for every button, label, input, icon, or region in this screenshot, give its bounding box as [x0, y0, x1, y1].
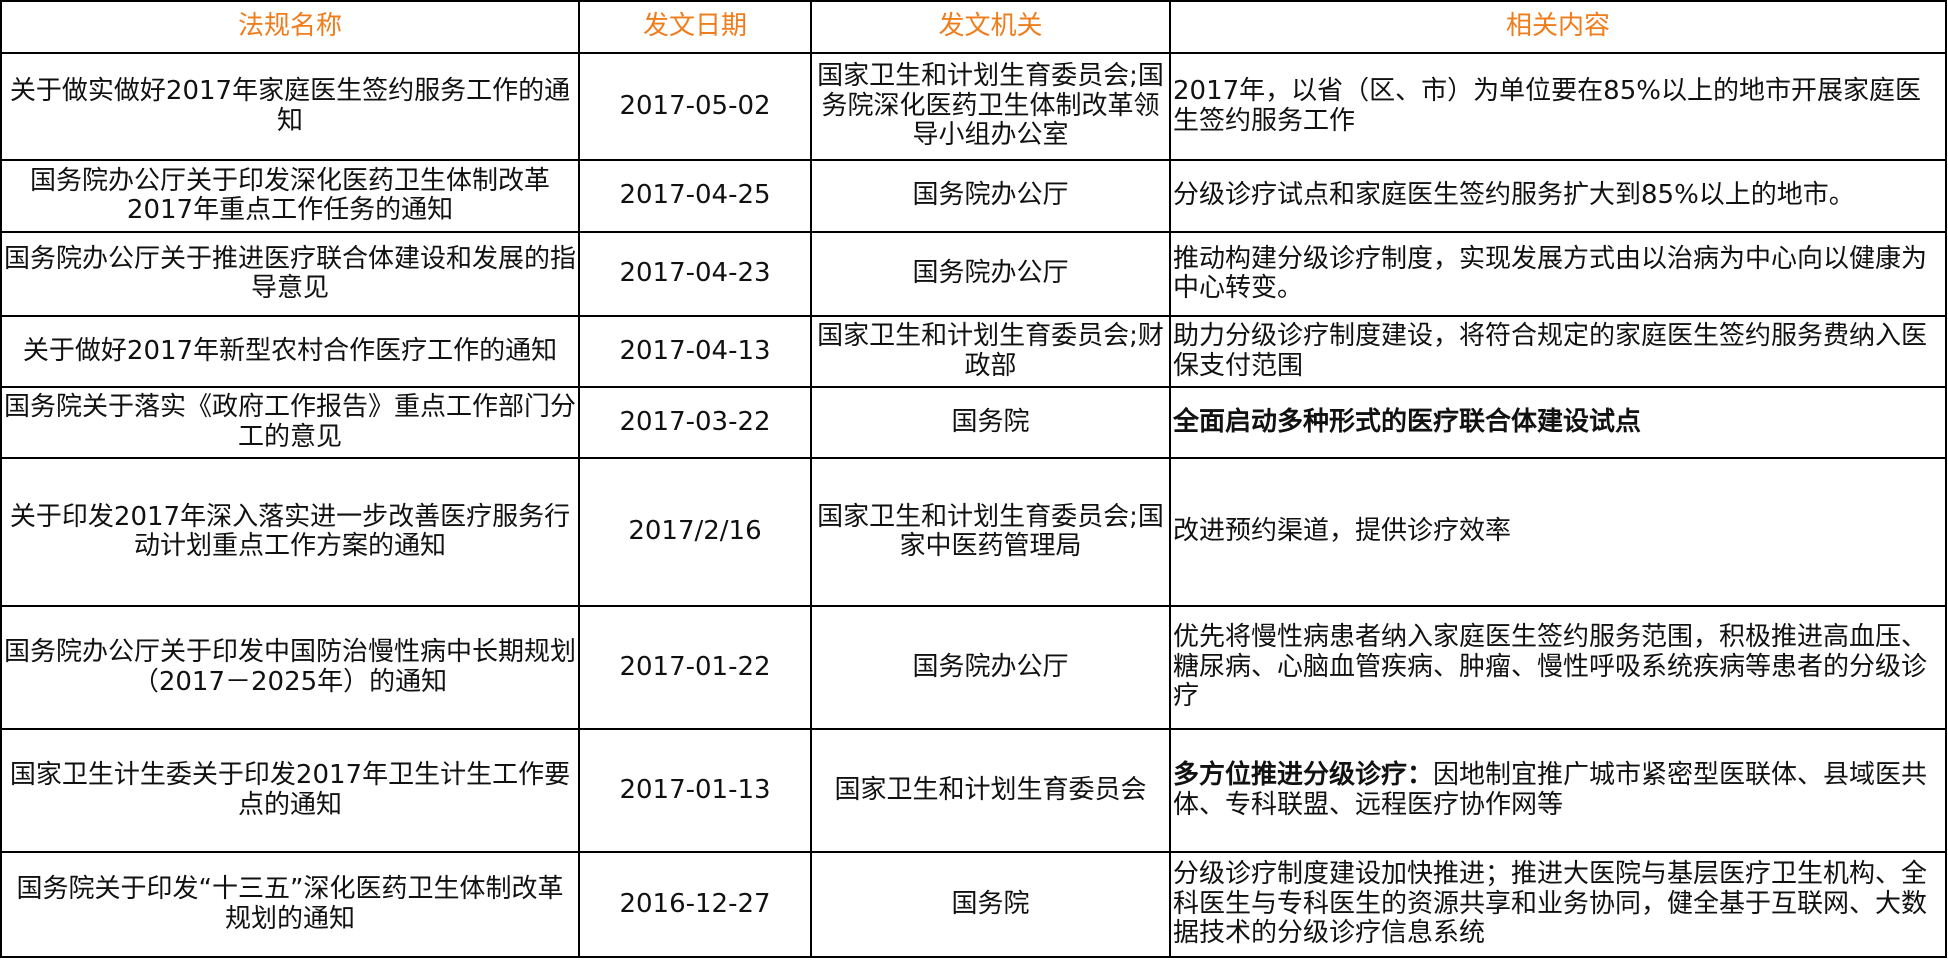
- table-row: 关于做好2017年新型农村合作医疗工作的通知 2017-04-13 国家卫生和计划生…: [0, 315, 1947, 388]
- content-cell: 助力分级诊疗制度建设，将符合规定的家庭医生签约服务费纳入医保支付范围: [1169, 315, 1947, 388]
- date-cell: 2017-05-02: [578, 52, 812, 161]
- agency-cell: 国务院: [810, 851, 1171, 958]
- name-cell: 国家卫生计生委关于印发2017年卫生计生工作要点的通知: [0, 728, 580, 853]
- content-cell: 多方位推进分级诊疗：因地制宜推广城市紧密型医联体、县域医共体、专科联盟、远程医疗…: [1169, 728, 1947, 853]
- content-text: 2017年，以省（区、市）为单位要在85%以上的地市开展家庭医生签约服务工作: [1173, 76, 1921, 136]
- agency-cell: 国务院办公厅: [810, 231, 1171, 317]
- table-row: 关于做实做好2017年家庭医生签约服务工作的通知 2017-05-02 国家卫生和计…: [0, 52, 1947, 161]
- content-cell: 全面启动多种形式的医疗联合体建设试点: [1169, 386, 1947, 459]
- name-cell: 关于做好2017年新型农村合作医疗工作的通知: [0, 315, 580, 388]
- content-cell: 2017年，以省（区、市）为单位要在85%以上的地市开展家庭医生签约服务工作: [1169, 52, 1947, 161]
- agency-cell: 国务院办公厅: [810, 605, 1171, 730]
- content-bold: 全面启动多种形式的医疗联合体建设试点: [1173, 406, 1642, 437]
- table-row: 国务院关于落实《政府工作报告》重点工作部门分工的意见 2017-03-22 国务院全…: [0, 386, 1947, 459]
- date-cell: 2017-04-25: [578, 159, 812, 233]
- table-row: 国务院关于印发“十三五”深化医药卫生体制改革规划的通知 2016-12-27 国务院…: [0, 851, 1947, 958]
- agency-cell: 国家卫生和计划生育委员会: [810, 728, 1171, 853]
- content-text: 分级诊疗制度建设加快推进；推进大医院与基层医疗卫生机构、全科医生与专科医生的资源…: [1173, 859, 1928, 949]
- table-row: 国务院办公厅关于印发深化医药卫生体制改革2017年重点工作任务的通知 2017-0…: [0, 159, 1947, 233]
- header-cell: 相关内容: [1169, 0, 1947, 54]
- content-cell: 分级诊疗试点和家庭医生签约服务扩大到85%以上的地市。: [1169, 159, 1947, 233]
- content-cell: 改进预约渠道，提供诊疗效率: [1169, 457, 1947, 607]
- name-cell: 国务院关于落实《政府工作报告》重点工作部门分工的意见: [0, 386, 580, 459]
- name-cell: 国务院关于印发“十三五”深化医药卫生体制改革规划的通知: [0, 851, 580, 958]
- content-bold: 多方位推进分级诊疗：: [1173, 760, 1434, 791]
- header-cell: 发文机关: [810, 0, 1171, 54]
- content-text: 分级诊疗试点和家庭医生签约服务扩大到85%以上的地市。: [1173, 180, 1855, 211]
- agency-cell: 国家卫生和计划生育委员会;国务院深化医药卫生体制改革领导小组办公室: [810, 52, 1171, 161]
- table-row: 国务院办公厅关于推进医疗联合体建设和发展的指导意见 2017-04-23 国务院办公…: [0, 231, 1947, 317]
- agency-cell: 国家卫生和计划生育委员会;国家中医药管理局: [810, 457, 1171, 607]
- date-cell: 2017-01-22: [578, 605, 812, 730]
- table-header: 法规名称 发文日期 发文机关 相关内容: [0, 0, 1947, 54]
- content-cell: 分级诊疗制度建设加快推进；推进大医院与基层医疗卫生机构、全科医生与专科医生的资源…: [1169, 851, 1947, 958]
- table-row: 国务院办公厅关于印发中国防治慢性病中长期规划（2017－2025年）的通知 201…: [0, 605, 1947, 730]
- date-cell: 2017/2/16: [578, 457, 812, 607]
- content-text: 因地制宜推广城市紧密型医联体、县域医共体、专科联盟、远程医疗协作网等: [1173, 760, 1928, 820]
- table-row: 关于印发2017年深入落实进一步改善医疗服务行动计划重点工作方案的通知 2017/…: [0, 457, 1947, 607]
- content-text: 助力分级诊疗制度建设，将符合规定的家庭医生签约服务费纳入医保支付范围: [1173, 321, 1928, 381]
- agency-cell: 国务院办公厅: [810, 159, 1171, 233]
- date-cell: 2017-04-23: [578, 231, 812, 317]
- content-text: 优先将慢性病患者纳入家庭医生签约服务范围，积极推进高血压、糖尿病、心脑血管疾病、…: [1173, 622, 1928, 712]
- header-row: 法规名称 发文日期 发文机关 相关内容: [0, 0, 1947, 54]
- agency-cell: 国家卫生和计划生育委员会;财政部: [810, 315, 1171, 388]
- content-cell: 优先将慢性病患者纳入家庭医生签约服务范围，积极推进高血压、糖尿病、心脑血管疾病、…: [1169, 605, 1947, 730]
- content-text: 改进预约渠道，提供诊疗效率: [1173, 516, 1512, 547]
- name-cell: 关于印发2017年深入落实进一步改善医疗服务行动计划重点工作方案的通知: [0, 457, 580, 607]
- table-row: 国家卫生计生委关于印发2017年卫生计生工作要点的通知 2017-01-13 国家卫…: [0, 728, 1947, 853]
- name-cell: 国务院办公厅关于推进医疗联合体建设和发展的指导意见: [0, 231, 580, 317]
- content-cell: 推动构建分级诊疗制度，实现发展方式由以治病为中心向以健康为中心转变。: [1169, 231, 1947, 317]
- header-cell: 法规名称: [0, 0, 580, 54]
- name-cell: 国务院办公厅关于印发中国防治慢性病中长期规划（2017－2025年）的通知: [0, 605, 580, 730]
- date-cell: 2017-03-22: [578, 386, 812, 459]
- agency-cell: 国务院: [810, 386, 1171, 459]
- header-cell: 发文日期: [578, 0, 812, 54]
- date-cell: 2017-01-13: [578, 728, 812, 853]
- name-cell: 国务院办公厅关于印发深化医药卫生体制改革2017年重点工作任务的通知: [0, 159, 580, 233]
- date-cell: 2017-04-13: [578, 315, 812, 388]
- table-body: 关于做实做好2017年家庭医生签约服务工作的通知 2017-05-02 国家卫生和计…: [0, 52, 1947, 958]
- date-cell: 2016-12-27: [578, 851, 812, 958]
- content-text: 推动构建分级诊疗制度，实现发展方式由以治病为中心向以健康为中心转变。: [1173, 243, 1928, 303]
- name-cell: 关于做实做好2017年家庭医生签约服务工作的通知: [0, 52, 580, 161]
